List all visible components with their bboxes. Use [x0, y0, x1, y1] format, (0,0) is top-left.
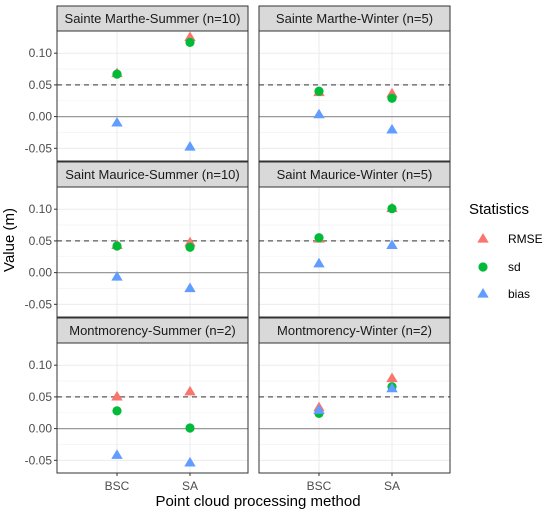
bias-point — [313, 108, 325, 119]
legend: Statistics RMSE sd bias — [469, 201, 543, 301]
y-tick-label: 0.00 — [29, 422, 53, 436]
bias-point — [184, 456, 196, 467]
legend-key-sd — [478, 262, 488, 272]
y-tick-label: -0.05 — [25, 297, 53, 311]
legend-label-sd: sd — [508, 260, 521, 274]
bias-point — [111, 116, 123, 127]
facet-panel-4: Saint Maurice-Winter (n=5) — [258, 161, 451, 318]
bias-point — [313, 404, 325, 414]
y-tick-label: 0.05 — [29, 78, 53, 92]
y-tick-label: 0.10 — [29, 202, 53, 216]
panel-border — [258, 342, 451, 474]
bias-point — [111, 271, 123, 281]
bias-point — [111, 449, 123, 459]
plot-background — [259, 187, 450, 317]
x-axis-title: Point cloud processing method — [155, 493, 360, 510]
y-tick-label: 0.05 — [29, 390, 53, 404]
facet-strip-title: Sainte Marthe-Summer (n=10) — [65, 11, 241, 26]
facet-panel-1: Sainte Marthe-Summer (n=10) -0.05 0.00 0.05… — [25, 5, 249, 162]
rmse-point — [111, 390, 123, 401]
legend-label-bias: bias — [508, 287, 530, 301]
legend-label-rmse: RMSE — [508, 232, 543, 246]
sd-point — [112, 241, 122, 251]
panel-border — [56, 342, 249, 474]
legend-title: Statistics — [469, 201, 529, 218]
facet-strip — [258, 161, 451, 188]
facet-panel-3: Saint Maurice-Summer (n=10) -0.05 0.00 0.05… — [25, 161, 249, 318]
plot-background — [57, 343, 248, 473]
facet-strip — [258, 5, 451, 32]
bias-point — [184, 141, 196, 151]
x-tick-label: BSC — [307, 479, 332, 493]
bias-point — [184, 282, 196, 293]
rmse-point — [386, 372, 398, 383]
y-tick-label: 0.10 — [29, 358, 53, 372]
facet-strip — [56, 161, 249, 188]
plot-background — [259, 31, 450, 161]
plot-background — [57, 31, 248, 161]
panel-border — [56, 30, 249, 162]
y-tick-label: 0.10 — [29, 46, 53, 60]
facet-strip — [56, 317, 249, 344]
rmse-point — [184, 385, 196, 396]
facet-strip-title: Montmorency-Summer (n=2) — [69, 323, 236, 338]
facet-strip — [258, 317, 451, 344]
x-tick-label: SA — [182, 479, 198, 493]
y-tick-label: -0.05 — [25, 453, 53, 467]
panel-border — [56, 186, 249, 318]
sd-point — [185, 242, 195, 252]
y-tick-label: 0.00 — [29, 110, 53, 124]
rmse-point — [184, 31, 196, 41]
x-tick-label: SA — [384, 479, 400, 493]
y-axis-title: Value (m) — [1, 208, 18, 272]
y-tick-label: 0.05 — [29, 234, 53, 248]
facet-strip-title: Montmorency-Winter (n=2) — [277, 323, 432, 338]
facet-panel-6: Montmorency-Winter (n=2) BSC SA — [258, 317, 451, 493]
x-tick-label: BSC — [105, 479, 130, 493]
sd-point — [314, 86, 324, 96]
sd-point — [387, 203, 397, 214]
sd-point — [112, 406, 122, 416]
facet-strip — [56, 5, 249, 32]
facet-strip-title: Saint Maurice-Summer (n=10) — [65, 167, 239, 182]
facet-panel-5: Montmorency-Summer (n=2) -0.05 0.00 0.05 0.1… — [25, 317, 249, 493]
facet-panel-2: Sainte Marthe-Winter (n=5) — [258, 5, 451, 162]
plot-background — [259, 343, 450, 473]
legend-key-bias — [477, 288, 489, 298]
sd-point — [185, 423, 195, 433]
sd-point — [314, 233, 324, 243]
bias-point — [386, 239, 398, 249]
y-tick-label: 0.00 — [29, 266, 53, 280]
bias-point — [386, 123, 398, 134]
y-tick-label: -0.05 — [25, 141, 53, 155]
plot-background — [57, 187, 248, 317]
panel-border — [258, 30, 451, 162]
sd-point — [112, 69, 122, 79]
bias-point — [386, 382, 398, 393]
facet-strip-title: Sainte Marthe-Winter (n=5) — [276, 11, 433, 26]
facet-strip-title: Saint Maurice-Winter (n=5) — [277, 167, 433, 182]
sd-point — [185, 37, 195, 48]
panel-border — [258, 186, 451, 318]
bias-point — [313, 257, 325, 268]
legend-key-rmse — [477, 233, 489, 243]
sd-point — [387, 93, 397, 103]
